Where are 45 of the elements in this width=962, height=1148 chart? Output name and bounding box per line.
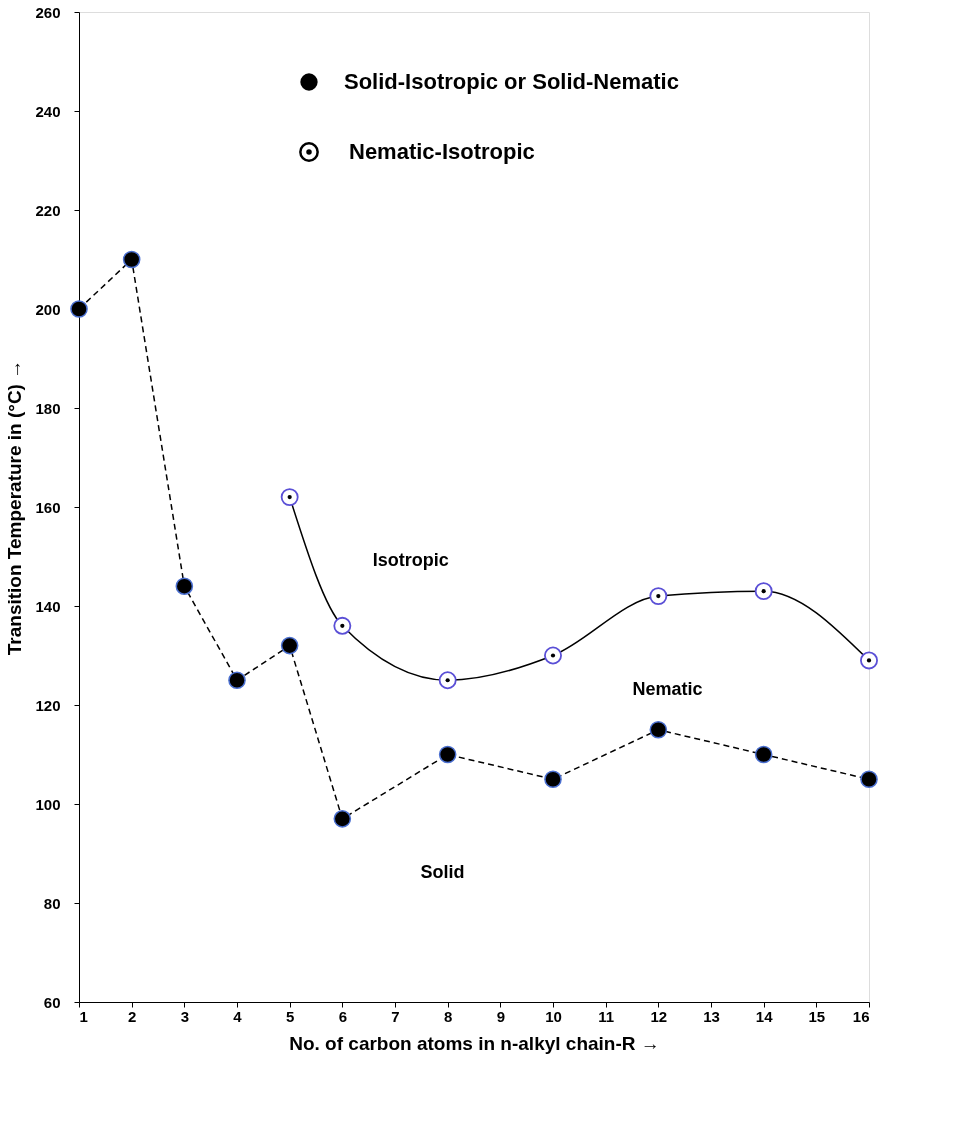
x-tick-label: 15 (808, 1007, 826, 1025)
point (122, 250, 141, 269)
point (70, 300, 88, 318)
point (544, 770, 562, 789)
point (649, 720, 668, 739)
y-tick-label: 60 (43, 993, 61, 1011)
annotation: Isotropic (372, 550, 449, 571)
x-tick-label: 7 (391, 1007, 400, 1025)
y-axis-title: Transition Temperature in (°C) → (4, 359, 26, 656)
point (228, 671, 246, 690)
x-tick-label: 1 (79, 1007, 88, 1025)
x-tick-label: 16 (852, 1007, 870, 1025)
x-tick-label: 8 (443, 1007, 453, 1025)
x-tick-label: 13 (703, 1007, 720, 1025)
annotation: Nematic (632, 679, 703, 700)
x-tick-label: 5 (285, 1007, 295, 1025)
x-tick-label: 11 (598, 1007, 615, 1025)
x-tick-label: 9 (496, 1007, 506, 1025)
y-tick-label: 220 (35, 201, 61, 219)
y-tick-label: 260 (35, 3, 61, 21)
x-tick-label: 6 (338, 1007, 348, 1025)
y-tick-label: 160 (35, 498, 61, 516)
point (754, 745, 773, 764)
y-tick-label: 240 (35, 102, 61, 120)
x-tick-label: 14 (755, 1007, 774, 1025)
legend-label: Solid-Isotropic or Solid-Nematic (344, 69, 679, 94)
annotation: Solid (420, 862, 465, 883)
y-tick-label: 180 (35, 399, 61, 417)
y-tick-label: 100 (35, 795, 61, 813)
x-tick-label: 3 (180, 1007, 190, 1025)
point (333, 810, 352, 828)
y-tick-label: 200 (35, 300, 61, 318)
x-tick-label: 10 (545, 1007, 562, 1025)
x-tick-label: 2 (127, 1007, 137, 1025)
point (280, 636, 299, 655)
y-tick-label: 120 (35, 696, 61, 714)
point (438, 745, 457, 764)
x-axis-title: No. of carbon atoms in n-alkyl chain-R → (289, 1032, 660, 1054)
point (175, 577, 194, 595)
y-tick-label: 140 (35, 597, 61, 615)
x-tick-label: 12 (650, 1007, 668, 1025)
x-tick-label: 4 (233, 1007, 243, 1025)
y-tick-label: 80 (43, 894, 61, 912)
point (860, 770, 878, 789)
legend-label: Nematic-Isotropic (349, 139, 535, 164)
